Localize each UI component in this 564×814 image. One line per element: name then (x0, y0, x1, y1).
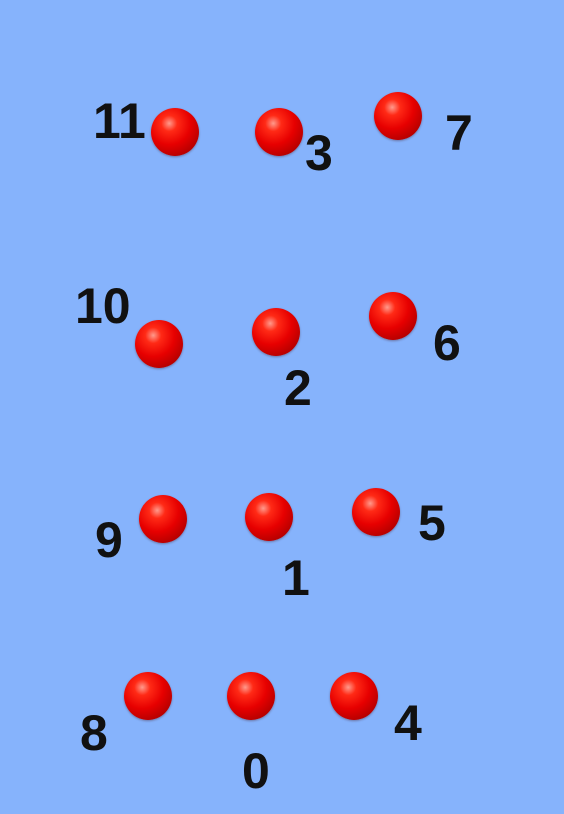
sphere-4 (330, 672, 378, 720)
sphere-5 (352, 488, 400, 536)
sphere-3 (255, 108, 303, 156)
label-8: 8 (80, 705, 108, 761)
sphere-6 (369, 292, 417, 340)
label-2: 2 (284, 360, 312, 416)
sphere-7 (374, 92, 422, 140)
sphere-9 (139, 495, 187, 543)
sphere-11 (151, 108, 199, 156)
label-5: 5 (418, 495, 446, 551)
sphere-1 (245, 493, 293, 541)
label-4: 4 (394, 695, 422, 751)
label-9: 9 (95, 512, 123, 568)
sphere-10 (135, 320, 183, 368)
label-7: 7 (445, 105, 473, 161)
label-10: 10 (75, 278, 131, 334)
sphere-2 (252, 308, 300, 356)
label-0: 0 (242, 743, 270, 799)
label-11: 11 (93, 93, 146, 149)
label-3: 3 (305, 125, 333, 181)
sphere-0 (227, 672, 275, 720)
label-6: 6 (433, 315, 461, 371)
sphere-8 (124, 672, 172, 720)
label-1: 1 (282, 550, 310, 606)
